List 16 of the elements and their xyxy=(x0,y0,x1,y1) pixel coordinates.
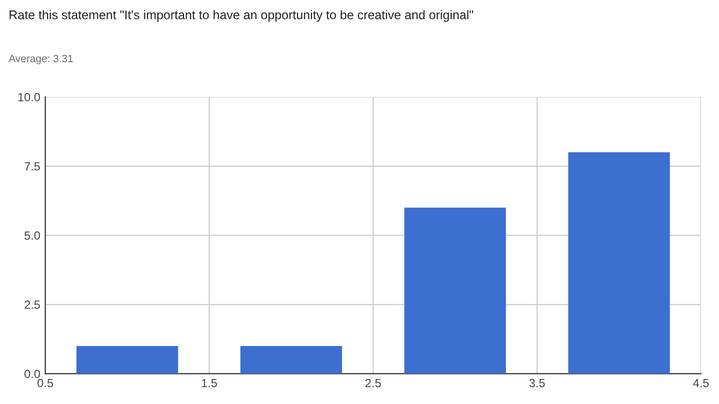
y-tick-label: 0.0 xyxy=(24,370,40,378)
chart-subtitle: Average: 3.31 xyxy=(8,54,73,64)
x-tick-label: 0.5 xyxy=(38,378,54,388)
x-tick-label: 4.5 xyxy=(693,378,709,388)
bar xyxy=(76,346,178,374)
x-tick-label: 2.5 xyxy=(366,378,381,388)
y-tick-label: 10.0 xyxy=(18,92,40,102)
x-tick-label: 1.5 xyxy=(202,378,217,388)
chart-title: Rate this statement "It's important to have an opportunity to be creative and original" xyxy=(10,10,474,22)
y-tick-label: 2.5 xyxy=(24,300,40,309)
bar xyxy=(404,208,506,374)
y-tick-label: 7.5 xyxy=(24,162,40,171)
y-tick-label: 5.0 xyxy=(24,231,40,240)
x-tick-label: 3.5 xyxy=(529,378,545,388)
bar xyxy=(240,346,342,374)
bar xyxy=(568,152,670,374)
